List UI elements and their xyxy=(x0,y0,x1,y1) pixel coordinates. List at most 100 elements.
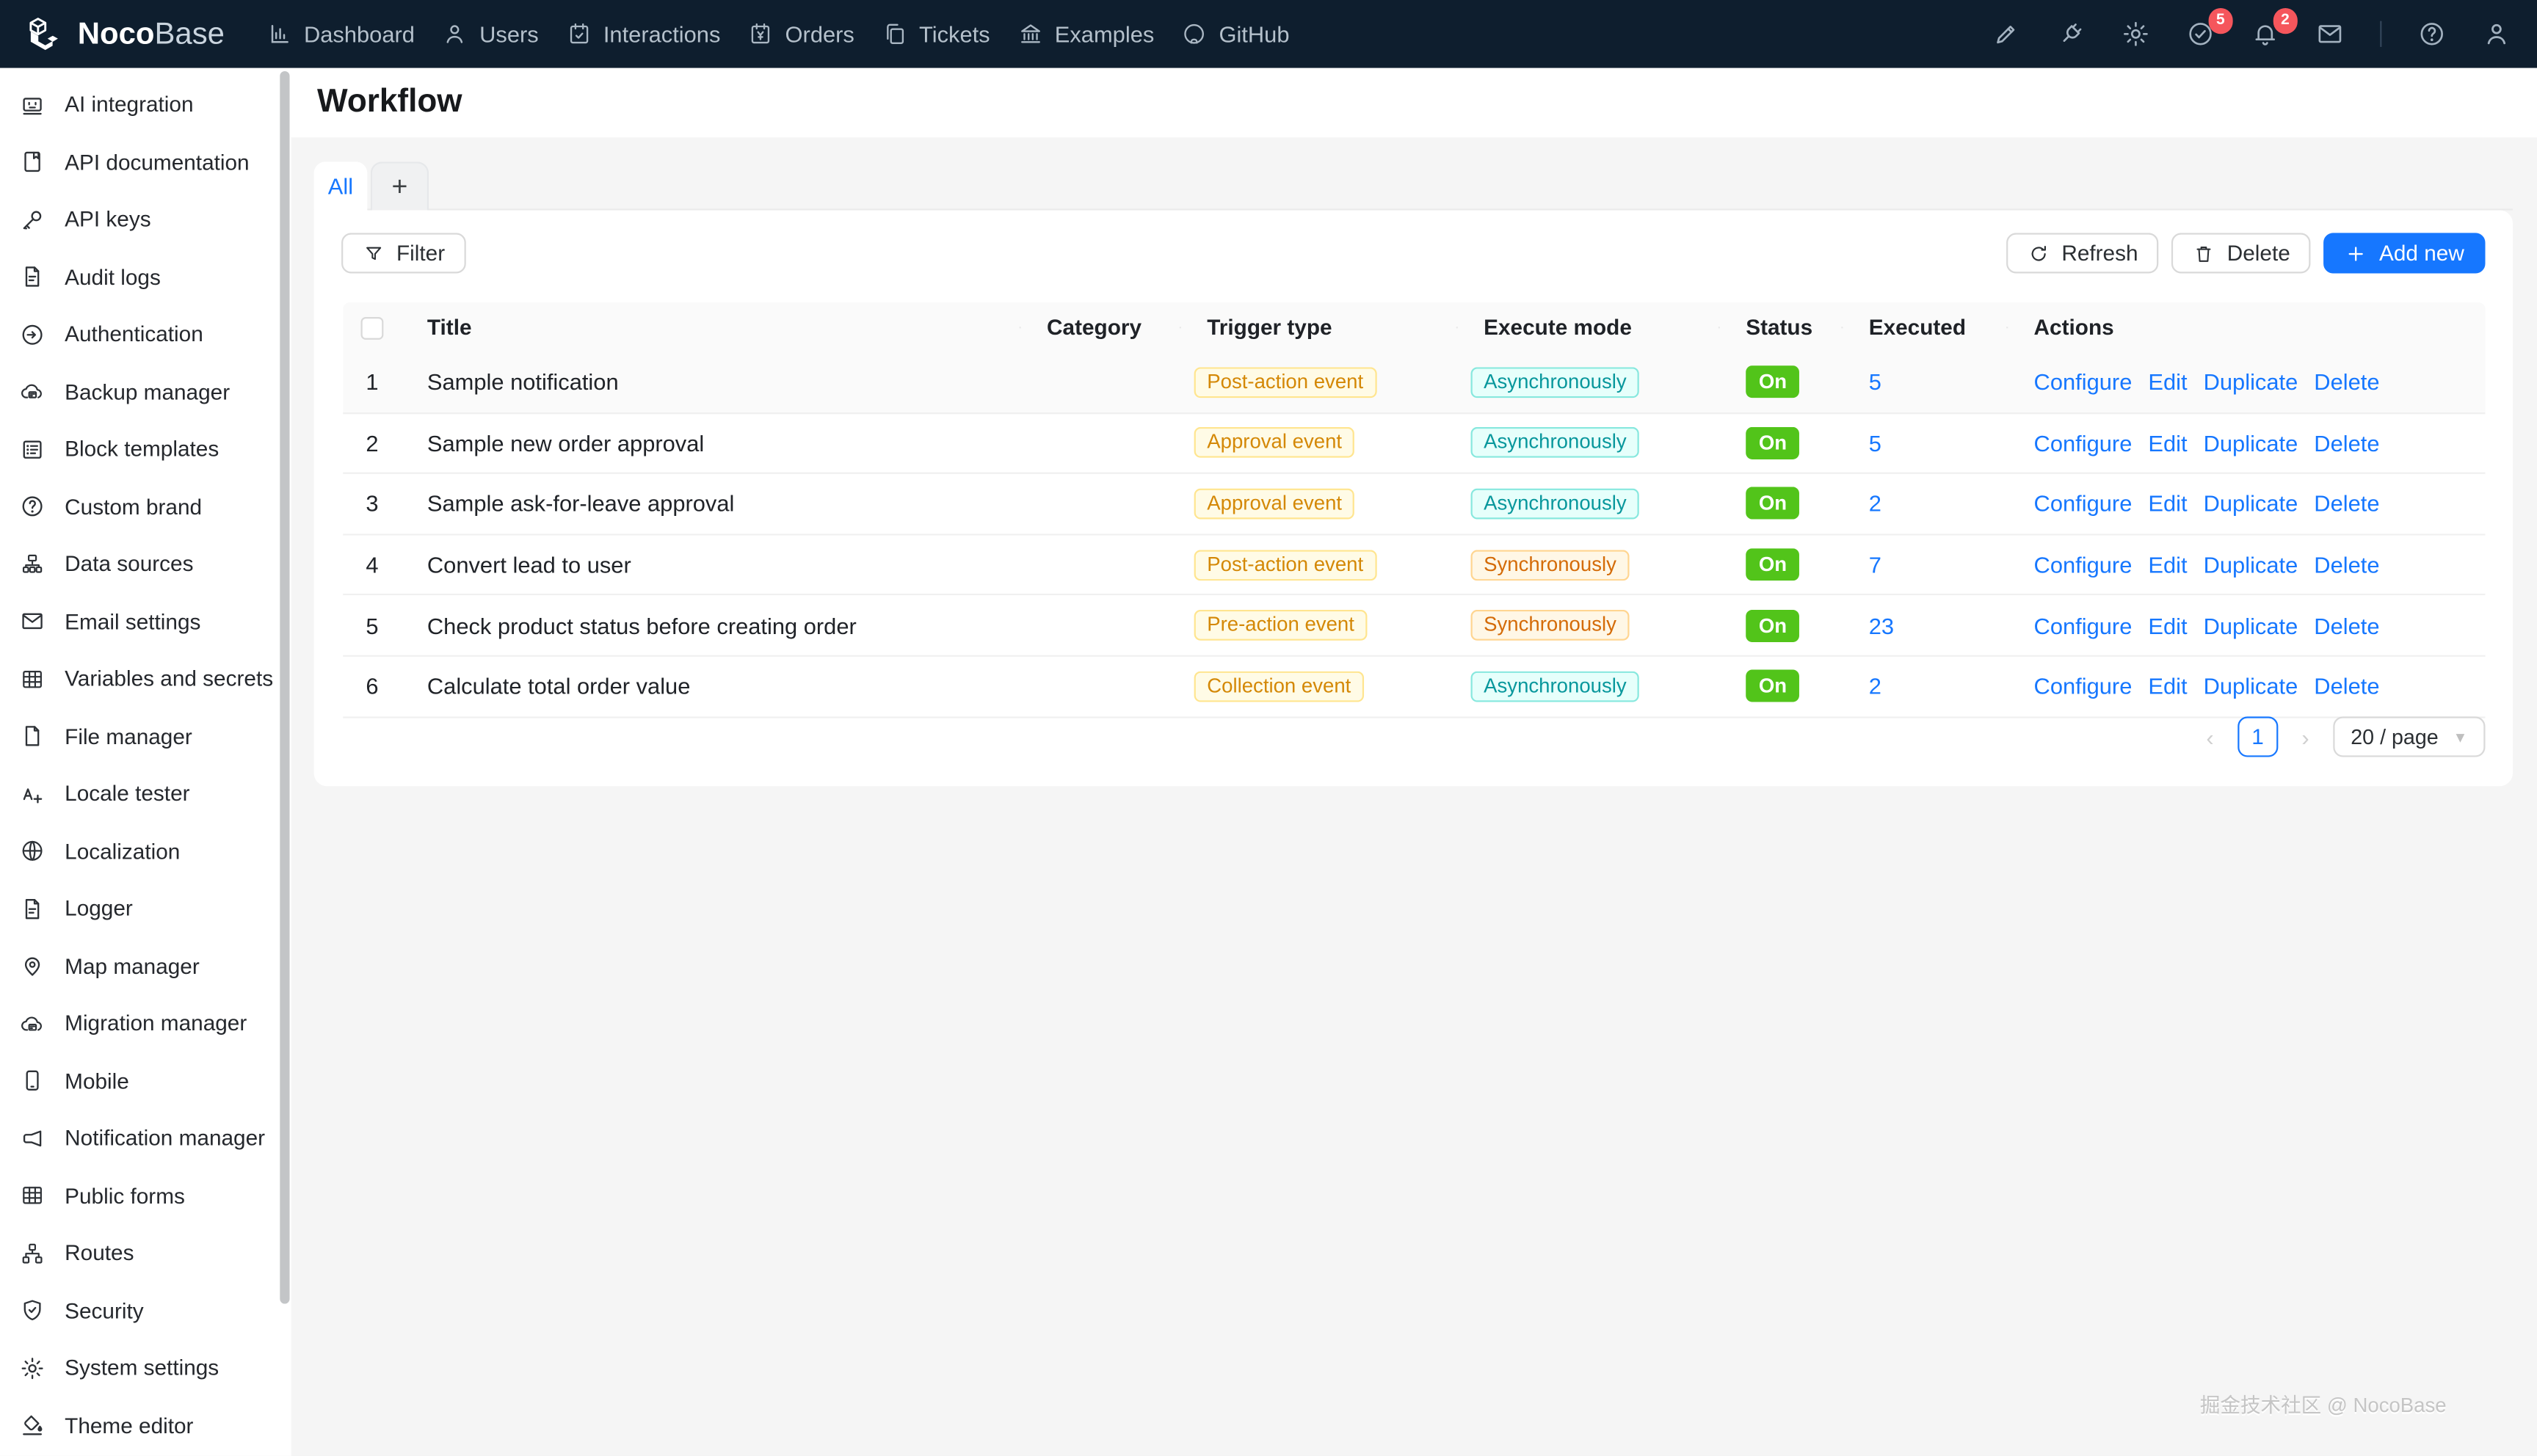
next-page-icon[interactable]: › xyxy=(2301,724,2309,750)
sidebar-item-system-settings[interactable]: System settings xyxy=(0,1339,291,1397)
file-text-icon xyxy=(19,896,45,922)
sidebar-item-email-settings[interactable]: Email settings xyxy=(0,593,291,650)
duplicate-link[interactable]: Duplicate xyxy=(2203,673,2298,699)
filter-button[interactable]: Filter xyxy=(341,233,466,274)
plugin-icon[interactable] xyxy=(2056,19,2086,48)
trigger-type-cell: Approval event xyxy=(1181,427,1458,459)
sidebar-item-public-forms[interactable]: Public forms xyxy=(0,1167,291,1224)
sidebar-item-mobile[interactable]: Mobile xyxy=(0,1052,291,1110)
configure-link[interactable]: Configure xyxy=(2033,673,2133,699)
mail-icon[interactable] xyxy=(2315,19,2345,48)
column-header-executed: Executed xyxy=(1843,316,2008,340)
sidebar-item-logger[interactable]: Logger xyxy=(0,880,291,937)
sidebar-item-security[interactable]: Security xyxy=(0,1282,291,1339)
delete-button[interactable]: Delete xyxy=(2171,233,2312,274)
delete-link[interactable]: Delete xyxy=(2314,551,2380,578)
workflow-title: Sample ask-for-leave approval xyxy=(427,490,735,517)
edit-link[interactable]: Edit xyxy=(2148,612,2188,638)
sidebar-item-migration-manager[interactable]: Migration manager xyxy=(0,995,291,1052)
configure-link[interactable]: Configure xyxy=(2033,612,2133,638)
configure-link[interactable]: Configure xyxy=(2033,490,2133,517)
delete-link[interactable]: Delete xyxy=(2314,612,2380,638)
edit-link[interactable]: Edit xyxy=(2148,551,2188,578)
sidebar-item-localization[interactable]: Localization xyxy=(0,823,291,880)
page-number-button[interactable]: 1 xyxy=(2237,716,2279,757)
delete-link[interactable]: Delete xyxy=(2314,369,2380,396)
row-index: 2 xyxy=(366,430,379,456)
sidebar-item-notification-manager[interactable]: Notification manager xyxy=(0,1110,291,1167)
actions-cell: Configure Edit Duplicate Delete xyxy=(2008,673,2485,699)
todo-check-icon[interactable]: 5 xyxy=(2186,8,2233,48)
todo-count-badge: 5 xyxy=(2207,8,2233,34)
sidebar-item-custom-brand[interactable]: Custom brand xyxy=(0,478,291,535)
executed-count-link[interactable]: 5 xyxy=(1868,369,1881,396)
sitemap-icon xyxy=(19,1240,45,1266)
table-row: 3 Sample ask-for-leave approval Approval… xyxy=(343,474,2486,536)
executed-count-link[interactable]: 5 xyxy=(1868,430,1881,456)
top-menu-users[interactable]: Users xyxy=(442,21,539,47)
top-menu-tickets[interactable]: Tickets xyxy=(882,21,990,47)
chevron-down-icon: ▼ xyxy=(2453,728,2468,745)
sidebar-item-locale-tester[interactable]: Locale tester xyxy=(0,765,291,823)
delete-link[interactable]: Delete xyxy=(2314,673,2380,699)
highlighter-icon[interactable] xyxy=(1992,19,2021,48)
notification-bell-icon[interactable]: 2 xyxy=(2251,8,2298,48)
account-avatar-icon[interactable] xyxy=(2482,19,2511,48)
sidebar-item-theme-editor[interactable]: Theme editor xyxy=(0,1397,291,1454)
executed-count-link[interactable]: 2 xyxy=(1868,673,1881,699)
previous-page-icon[interactable]: ‹ xyxy=(2206,724,2214,750)
duplicate-link[interactable]: Duplicate xyxy=(2203,612,2298,638)
duplicate-link[interactable]: Duplicate xyxy=(2203,430,2298,456)
executed-count-link[interactable]: 7 xyxy=(1868,551,1881,578)
copy-icon xyxy=(882,21,907,47)
sidebar-item-routes[interactable]: Routes xyxy=(0,1225,291,1282)
calendar-check-icon xyxy=(566,21,592,47)
sidebar-scrollbar[interactable] xyxy=(280,70,290,1304)
duplicate-link[interactable]: Duplicate xyxy=(2203,369,2298,396)
sidebar-item-api-keys[interactable]: API keys xyxy=(0,191,291,248)
settings-gear-icon[interactable] xyxy=(2122,19,2151,48)
configure-link[interactable]: Configure xyxy=(2033,369,2133,396)
workflow-tabs: All + xyxy=(313,161,2513,211)
sidebar-item-file-manager[interactable]: File manager xyxy=(0,707,291,765)
status-badge: On xyxy=(1746,426,1800,459)
executed-count-link[interactable]: 2 xyxy=(1868,490,1881,517)
duplicate-link[interactable]: Duplicate xyxy=(2203,551,2298,578)
sidebar-item-audit-logs[interactable]: Audit logs xyxy=(0,248,291,305)
delete-link[interactable]: Delete xyxy=(2314,490,2380,517)
tab-all[interactable]: All xyxy=(313,161,368,211)
sidebar-item-label: AI integration xyxy=(65,92,194,117)
executed-count-link[interactable]: 23 xyxy=(1868,612,1895,638)
sidebar-item-api-documentation[interactable]: API documentation xyxy=(0,134,291,191)
top-menu-dashboard[interactable]: Dashboard xyxy=(266,21,415,47)
edit-link[interactable]: Edit xyxy=(2148,673,2188,699)
top-menu-examples[interactable]: Examples xyxy=(1017,21,1154,47)
sidebar-item-backup-manager[interactable]: Backup manager xyxy=(0,363,291,421)
page-size-select[interactable]: 20 / page ▼ xyxy=(2333,716,2486,757)
top-menu-github[interactable]: GitHub xyxy=(1182,21,1289,47)
sidebar-item-block-templates[interactable]: Block templates xyxy=(0,421,291,478)
configure-link[interactable]: Configure xyxy=(2033,551,2133,578)
edit-link[interactable]: Edit xyxy=(2148,430,2188,456)
execute-mode-cell: Synchronously xyxy=(1458,610,1720,641)
execute-mode-cell: Asynchronously xyxy=(1458,488,1720,520)
nocobase-logo[interactable]: NocoBase xyxy=(26,15,225,54)
sidebar-item-authentication[interactable]: Authentication xyxy=(0,306,291,363)
sidebar-item-label: API documentation xyxy=(65,150,250,175)
refresh-button[interactable]: Refresh xyxy=(2006,233,2160,274)
help-icon[interactable] xyxy=(2417,19,2447,48)
sidebar-item-data-sources[interactable]: Data sources xyxy=(0,536,291,593)
duplicate-link[interactable]: Duplicate xyxy=(2203,490,2298,517)
top-menu-interactions[interactable]: Interactions xyxy=(566,21,720,47)
top-menu-orders[interactable]: Orders xyxy=(748,21,854,47)
edit-link[interactable]: Edit xyxy=(2148,369,2188,396)
sidebar-item-ai-integration[interactable]: AI integration xyxy=(0,76,291,134)
add-new-button[interactable]: Add new xyxy=(2324,233,2486,274)
add-tab-button[interactable]: + xyxy=(370,161,429,211)
select-all-checkbox[interactable] xyxy=(360,316,384,339)
edit-link[interactable]: Edit xyxy=(2148,490,2188,517)
sidebar-item-map-manager[interactable]: Map manager xyxy=(0,937,291,994)
delete-link[interactable]: Delete xyxy=(2314,430,2380,456)
sidebar-item-variables-and-secrets[interactable]: Variables and secrets xyxy=(0,650,291,707)
configure-link[interactable]: Configure xyxy=(2033,430,2133,456)
